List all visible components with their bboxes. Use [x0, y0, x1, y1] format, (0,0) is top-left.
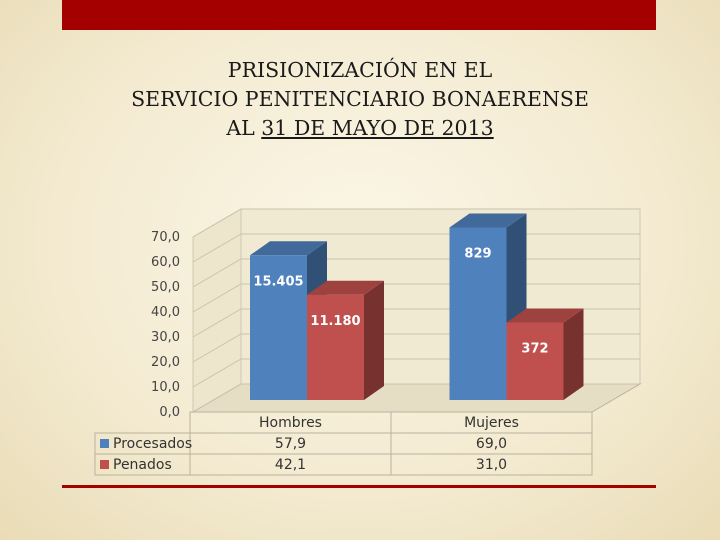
- y-tick-label: 20,0: [151, 355, 180, 370]
- category-label: Mujeres: [464, 415, 519, 431]
- y-tick-label: 70,0: [151, 230, 180, 245]
- bar-side: [563, 308, 584, 400]
- y-tick-label: 60,0: [151, 255, 180, 270]
- table-value: 69,0: [476, 436, 507, 452]
- legend-label: Procesados: [113, 436, 192, 452]
- table-value: 42,1: [275, 457, 306, 473]
- bar-front: [449, 227, 507, 400]
- side-wall: [192, 208, 242, 413]
- slide-title: PRISIONIZACIÓN EN EL SERVICIO PENITENCIA…: [0, 56, 720, 143]
- data-label: 372: [521, 342, 548, 357]
- category-label: Hombres: [259, 415, 322, 431]
- bar-front: [506, 322, 564, 400]
- title-line-3: AL 31 DE MAYO DE 2013: [0, 114, 720, 143]
- legend-swatch: [100, 460, 109, 469]
- bar-top: [307, 280, 384, 295]
- chart-bars: [250, 213, 584, 400]
- y-tick-label: 10,0: [151, 380, 180, 395]
- bar-front: [307, 294, 364, 400]
- gridline: [192, 208, 640, 238]
- y-tick-label: 50,0: [151, 280, 180, 295]
- y-tick-label: 40,0: [151, 305, 180, 320]
- title-line-2: SERVICIO PENITENCIARIO BONAERENSE: [131, 87, 589, 111]
- y-tick-label: 30,0: [151, 330, 180, 345]
- bar-front: [250, 255, 307, 400]
- bar-penados-mujeres: [506, 308, 584, 400]
- bar-top: [449, 213, 527, 228]
- bar-top: [250, 241, 327, 256]
- data-labels: 15.405 11.180 829 372: [253, 247, 548, 357]
- y-tick-label: 0,0: [159, 405, 180, 420]
- bottom-accent-rule: [62, 485, 656, 488]
- bar-top: [506, 308, 584, 323]
- data-label: 15.405: [253, 274, 303, 289]
- data-table: Hombres Mujeres Procesados 57,9 69,0 Penados 4…: [94, 411, 593, 476]
- bar-penados-hombres: [307, 280, 384, 400]
- data-label: 11.180: [310, 314, 360, 329]
- title-date: 31 DE MAYO DE 2013: [261, 116, 494, 140]
- table-value: 31,0: [476, 457, 507, 473]
- table-value: 57,9: [275, 436, 306, 452]
- title-line-3-prefix: AL: [226, 116, 262, 140]
- y-axis-ticks: 70,0 60,0 50,0 40,0 30,0 20,0 10,0 0,0: [151, 230, 180, 420]
- legend-label: Penados: [113, 457, 172, 473]
- top-accent-bar: [62, 0, 656, 30]
- data-label: 829: [464, 247, 491, 262]
- title-line-1: PRISIONIZACIÓN EN EL: [227, 58, 493, 82]
- legend-swatch: [100, 439, 109, 448]
- bar-side: [364, 280, 384, 400]
